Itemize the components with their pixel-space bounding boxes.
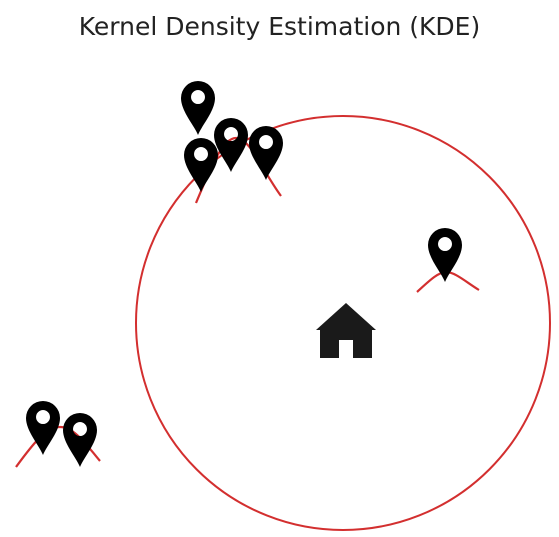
house-icon [316,303,376,358]
map-pin-icon [428,228,462,282]
map-pin-icon [63,413,97,467]
bandwidth-circle [135,115,551,531]
diagram-title: Kernel Density Estimation (KDE) [78,12,481,41]
map-pin-icon [181,81,215,135]
map-pin-icon [249,126,283,180]
map-pin-icon [214,118,248,172]
